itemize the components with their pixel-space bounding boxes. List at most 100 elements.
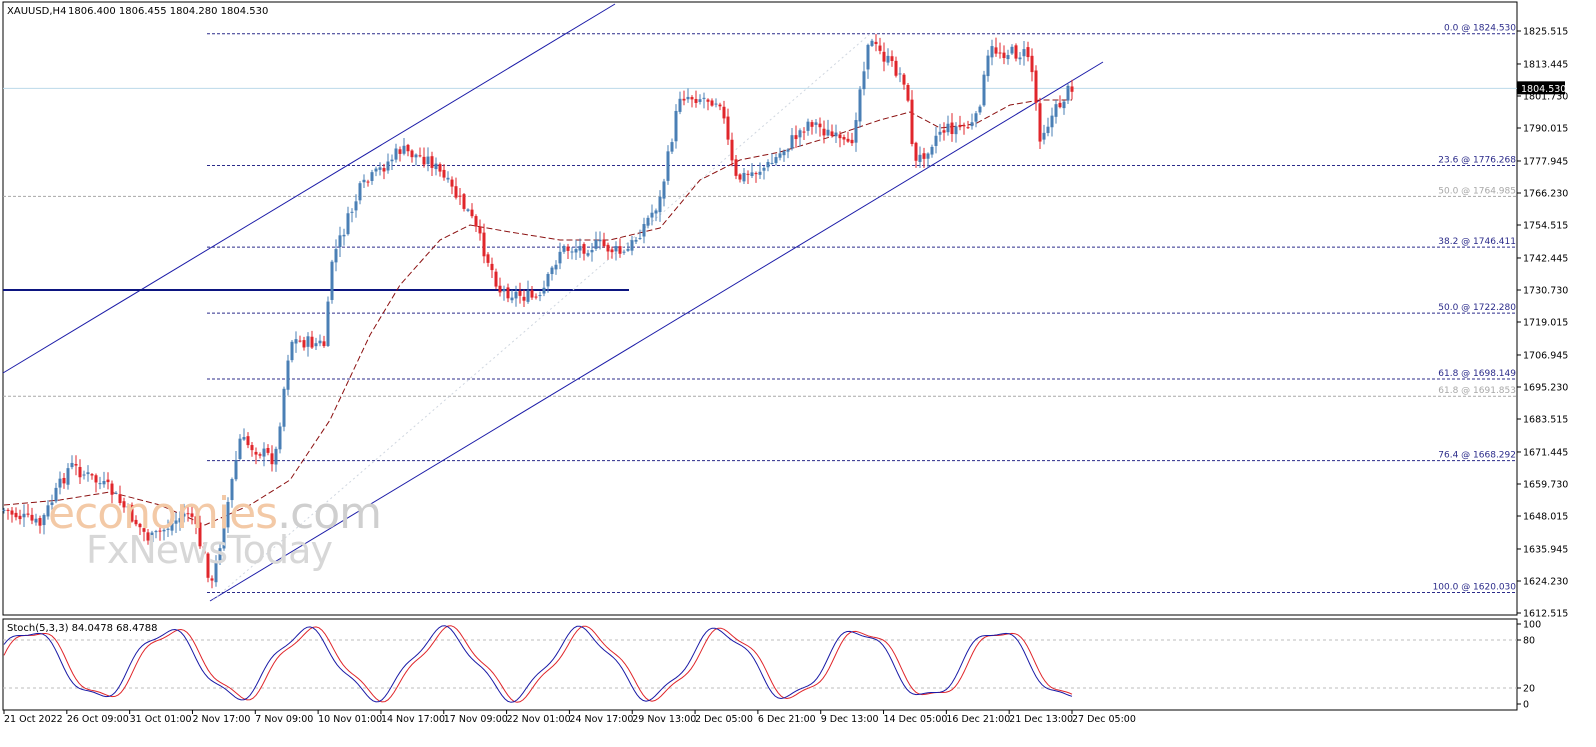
- candle-body: [534, 296, 538, 298]
- candle-body: [1002, 52, 1006, 59]
- candle-body: [922, 153, 926, 159]
- candle-body: [454, 186, 458, 198]
- candle-body: [198, 522, 202, 547]
- channel-upper-line[interactable]: [2, 3, 616, 374]
- fib-level-label: 61.8 @ 1698.149: [1438, 369, 1516, 379]
- candle-body: [370, 172, 374, 181]
- candle-body: [38, 518, 42, 526]
- price-tick-label: 1742.445: [1523, 253, 1568, 264]
- candle-body: [1038, 103, 1042, 142]
- candle-body: [550, 267, 554, 275]
- candle-body: [50, 502, 54, 505]
- candle-body: [438, 164, 442, 172]
- price-tick-label: 1648.015: [1523, 512, 1568, 523]
- price-tick-label: 1825.515: [1523, 27, 1568, 38]
- time-tick-label: 22 Nov 01:00: [507, 714, 571, 725]
- candle-body: [986, 55, 990, 77]
- candle-body: [622, 251, 626, 253]
- fib-level-label: 50.0 @ 1722.280: [1438, 303, 1516, 313]
- candle-body: [1046, 126, 1050, 134]
- candle-body: [358, 183, 362, 201]
- candle-body: [890, 56, 894, 61]
- indicator-pane[interactable]: [2, 618, 1518, 711]
- candle-body: [362, 179, 366, 183]
- candle-body: [926, 153, 930, 159]
- candle-body: [554, 264, 558, 270]
- candle-body: [590, 250, 594, 253]
- stoch-level-label: 20: [1523, 684, 1535, 695]
- candle-body: [650, 212, 654, 218]
- candle-body: [802, 131, 806, 133]
- candle-body: [130, 504, 134, 522]
- candle-body: [158, 530, 162, 532]
- candle-body: [2, 509, 6, 511]
- candle-body: [702, 97, 706, 99]
- time-tick-label: 17 Nov 09:00: [444, 714, 508, 725]
- candle-body: [806, 121, 810, 131]
- candle-body: [714, 103, 718, 105]
- candle-body: [814, 122, 818, 125]
- candle-body: [878, 45, 882, 51]
- candle-body: [774, 157, 778, 164]
- candle-body: [282, 388, 286, 427]
- candle-body: [1026, 47, 1030, 58]
- candle-body: [434, 163, 438, 170]
- candle-body: [934, 135, 938, 146]
- candle-body: [462, 194, 466, 209]
- candle-body: [114, 492, 118, 494]
- candle-body: [638, 238, 642, 240]
- candle-body: [122, 501, 126, 508]
- price-tick-label: 1671.445: [1523, 447, 1568, 458]
- candle-body: [954, 126, 958, 135]
- candle-body: [606, 244, 610, 252]
- candle-body: [262, 448, 266, 457]
- candle-body: [838, 134, 842, 139]
- time-tick-label: 24 Nov 17:00: [569, 714, 633, 725]
- price-tick-label: 1719.015: [1523, 318, 1568, 329]
- candle-body: [614, 246, 618, 252]
- candle-body: [706, 99, 710, 102]
- candle-body: [350, 211, 354, 213]
- candle-body: [66, 468, 70, 485]
- price-tick-label: 1695.230: [1523, 382, 1568, 393]
- candle-body: [222, 528, 226, 549]
- candle-body: [594, 239, 598, 249]
- price-tick-label: 1612.515: [1523, 609, 1568, 620]
- candle-body: [794, 135, 798, 140]
- time-tick-label: 21 Oct 2022: [4, 714, 63, 725]
- price-pane[interactable]: [2, 1, 1518, 616]
- price-tick-label: 1730.730: [1523, 285, 1568, 296]
- candle-body: [334, 249, 338, 263]
- channel-lower-line[interactable]: [209, 61, 1104, 602]
- candle-body: [566, 246, 570, 251]
- candle-body: [610, 249, 614, 253]
- candle-body: [1058, 102, 1062, 108]
- candle-body: [982, 74, 986, 106]
- candle-body: [446, 177, 450, 180]
- candle-body: [1014, 45, 1018, 59]
- candle-body: [978, 106, 982, 113]
- candle-body: [658, 196, 662, 213]
- time-tick-label: 26 Oct 09:00: [67, 714, 129, 725]
- candle-body: [70, 462, 74, 468]
- candle-body: [698, 99, 702, 102]
- candle-body: [314, 343, 318, 347]
- candle-body: [86, 472, 90, 475]
- candle-body: [914, 142, 918, 161]
- candle-body: [786, 149, 790, 152]
- candle-body: [6, 509, 10, 511]
- candle-body: [330, 261, 334, 300]
- candle-body: [674, 110, 678, 142]
- candle-body: [910, 99, 914, 144]
- time-tick-label: 9 Dec 13:00: [821, 714, 879, 725]
- candle-body: [782, 151, 786, 156]
- candle-body: [14, 512, 18, 518]
- candle-body: [382, 168, 386, 172]
- candle-body: [154, 531, 158, 533]
- candle-body: [938, 131, 942, 135]
- candle-body: [246, 436, 250, 446]
- candle-body: [226, 501, 230, 528]
- candle-body: [1022, 49, 1026, 57]
- candle-body: [826, 129, 830, 136]
